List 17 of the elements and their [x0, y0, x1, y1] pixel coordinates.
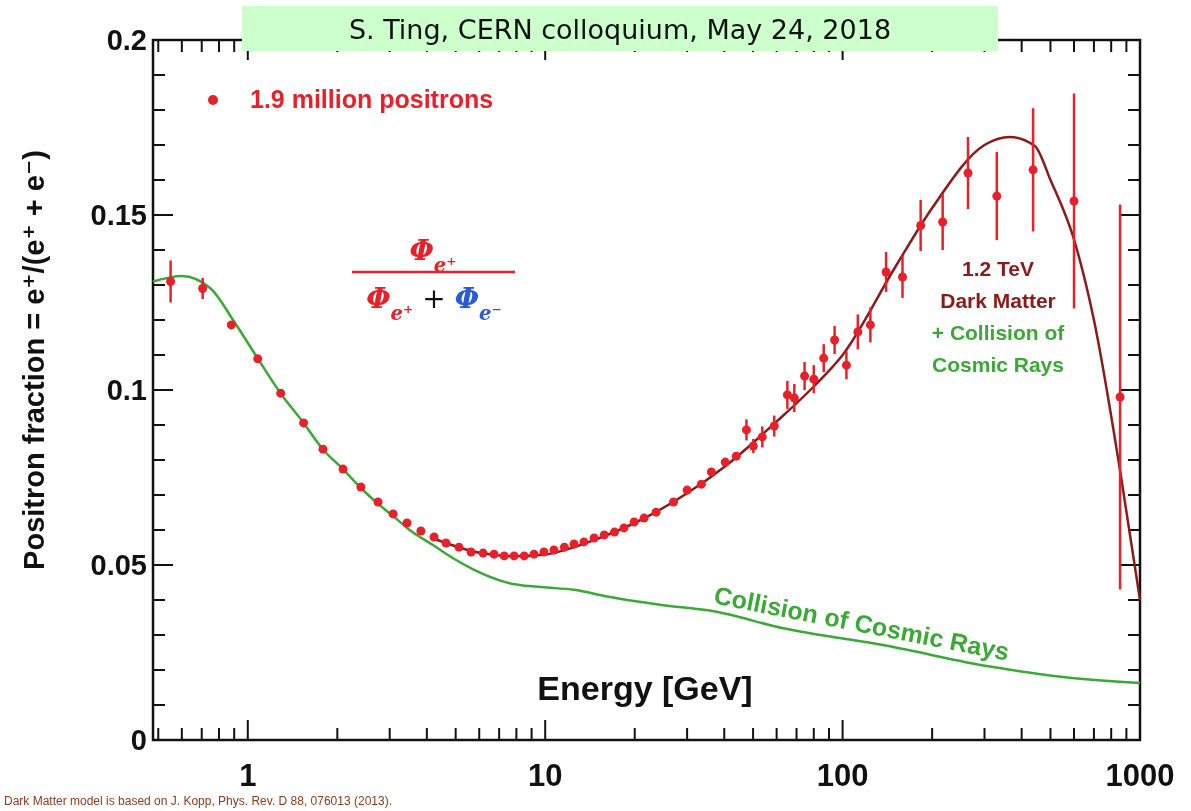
x-tick-label: 10 — [527, 758, 563, 793]
chart-title: S. Ting, CERN colloquium, May 24, 2018 — [348, 14, 892, 45]
x-tick-label: 100 — [816, 758, 869, 793]
text: Dark Matter model is based on J. Kopp, Phys. Rev. D 88, 076013 (2013). — [4, 794, 392, 808]
x-axis-title: Energy [GeV] — [537, 669, 753, 707]
y-axis-title: Positron fraction = e⁺/(e⁺ + e⁻) — [18, 150, 50, 570]
x-tick-label: 1000 — [1105, 758, 1175, 793]
y-tick-label: 0.15 — [90, 199, 147, 231]
y-tick-label: 0 — [130, 724, 147, 756]
legend-label: 1.9 million positrons — [250, 85, 494, 113]
annotation: Φ$_{e⁺}$ + Φ$_{e⁻}$ — [366, 282, 502, 325]
text: Collision of Cosmic Rays — [711, 580, 1012, 666]
y-tick-label: 0.1 — [106, 374, 147, 406]
y-tick-label: 0.05 — [90, 549, 147, 581]
x-tick-label: 1 — [239, 758, 257, 793]
series-label: 1.2 TeV Dark Matter + Collision of Cosmic Rays — [931, 257, 1066, 376]
y-tick-label: 0.2 — [106, 24, 147, 56]
